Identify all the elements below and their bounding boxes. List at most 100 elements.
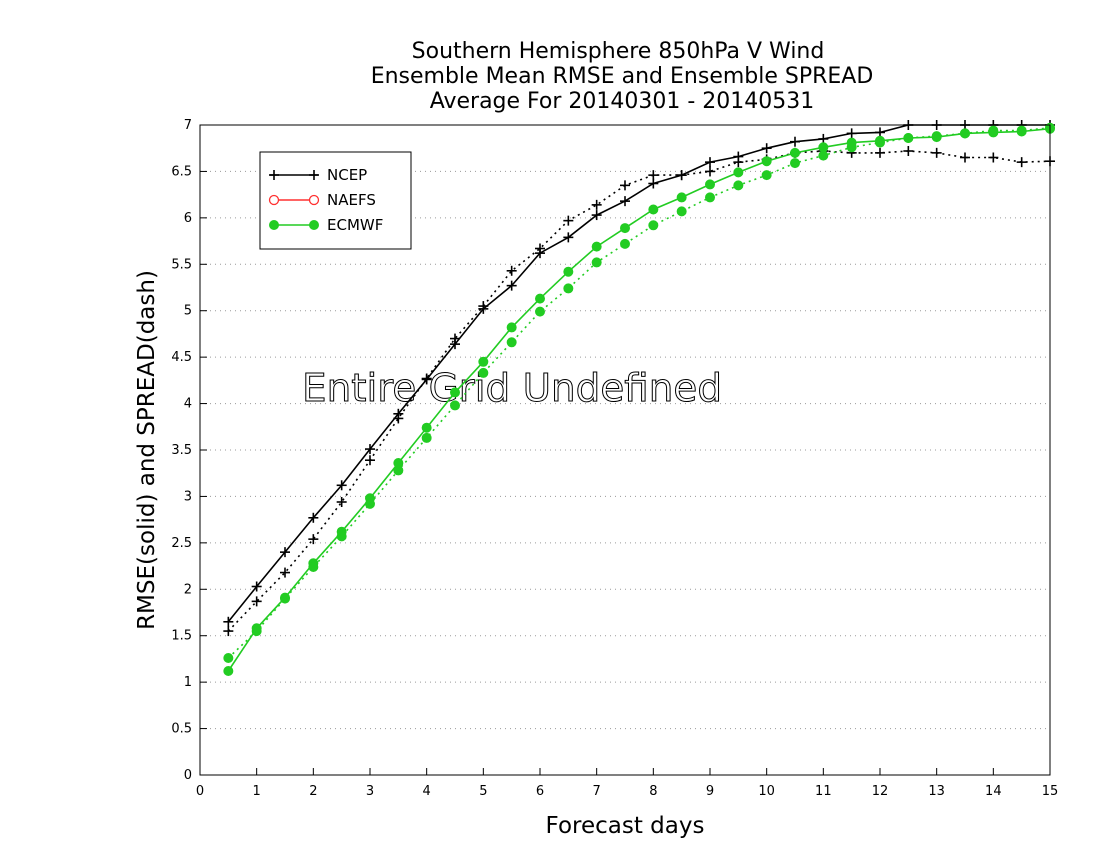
ecmwf-spread-point-9 [478,367,489,378]
y-tick-label-14: 7 [184,118,192,133]
ecmwf-rmse-point-21 [818,142,829,153]
ncep-spread-point-14 [620,180,630,191]
ecmwf-spread-point-6 [393,465,404,476]
x-tick-label-7: 7 [593,784,601,799]
ncep-spread-point-12 [563,215,574,226]
y-tick-label-4: 2 [184,582,192,597]
y-tick-label-7: 3.5 [171,443,192,458]
ecmwf-rmse-point-13 [591,241,602,252]
ncep-spread-point-5 [365,455,375,466]
legend-label-naefs: NAEFS [327,191,376,209]
ecmwf-rmse-point-9 [478,356,489,367]
x-tick-label-14: 14 [985,784,1002,799]
ncep-spread-point-9 [478,301,489,312]
ecmwf-rmse-point-8 [450,387,460,398]
x-tick-label-9: 9 [706,784,714,799]
ncep-rmse-point-21 [818,133,829,144]
ecmwf-spread-point-3 [308,562,319,572]
ncep-rmse-point-14 [620,196,630,207]
ncep-spread-point-0 [223,626,234,637]
ncep-spread-point-23 [875,147,885,158]
y-axis-ticks: 0 0.5 1 1.5 2 2.5 3 3.5 4 4.5 5 5.5 6 6.5 7 [171,118,207,783]
legend: NCEP NAEFS ECMWF [259,151,412,250]
ncep-rmse-point-10 [506,280,517,291]
gridlines [200,170,1050,730]
ecmwf-rmse-point-11 [535,293,545,304]
ecmwf-spread-point-17 [705,192,715,203]
ncep-spread-point-3 [308,534,319,545]
chart-title-line-2: Ensemble Mean RMSE and Ensemble SPREAD [371,64,874,89]
legend-marker-right-naefs [308,194,320,206]
x-tick-label-1: 1 [253,784,261,799]
ncep-rmse-point-17 [705,157,715,168]
ecmwf-spread-point-1 [251,626,262,637]
y-tick-label-11: 5.5 [171,257,192,272]
ncep-rmse-point-2 [280,547,290,558]
y-tick-label-9: 4.5 [171,350,192,365]
ecmwf-spread-point-12 [563,283,574,294]
ecmwf-spread-point-15 [648,220,659,231]
x-tick-label-6: 6 [536,784,544,799]
ecmwf-spread-point-26 [960,128,970,139]
ecmwf-rmse-point-17 [705,179,715,190]
ncep-rmse-point-19 [761,143,772,154]
y-axis-label: RMSE(solid) and SPREAD(dash) [134,270,160,630]
ncep-rmse-point-4 [336,480,347,491]
ecmwf-rmse-point-10 [506,322,517,333]
ncep-spread-point-8 [450,333,460,344]
ecmwf-rmse-point-18 [733,167,744,178]
x-tick-label-2: 2 [309,784,317,799]
y-tick-label-5: 2.5 [171,536,192,551]
ecmwf-spread-point-10 [506,337,517,348]
ncep-spread-point-26 [960,152,970,163]
x-tick-label-4: 4 [423,784,431,799]
legend-label-ncep: NCEP [327,166,367,184]
ncep-rmse-point-1 [251,581,262,592]
x-tick-label-15: 15 [1042,784,1059,799]
ecmwf-spread-point-25 [931,131,942,142]
y-tick-label-2: 1 [184,675,192,690]
series-ecmwf-spread [223,122,1055,663]
series-layer [223,120,1055,676]
x-tick-label-0: 0 [196,784,204,799]
legend-label-ecmwf: ECMWF [327,216,383,234]
ecmwf-spread-point-28 [1016,125,1027,136]
ncep-spread-point-7 [421,373,432,384]
chart-title-line-3: Average For 20140301 - 20140531 [430,89,815,114]
ecmwf-spread-point-13 [591,257,602,268]
x-tick-label-3: 3 [366,784,374,799]
ncep-spread-point-2 [280,567,290,578]
ncep-spread-point-15 [648,170,659,181]
chart-title-line-1: Southern Hemisphere 850hPa V Wind [412,39,825,64]
ecmwf-rmse-point-7 [421,422,432,433]
ncep-spread-point-1 [251,596,262,607]
y-tick-label-3: 1.5 [171,629,192,644]
ncep-spread-point-16 [676,170,687,181]
ncep-spread-point-11 [535,243,545,254]
ncep-spread-point-18 [733,157,744,168]
ncep-rmse-point-5 [365,444,375,455]
ncep-rmse-point-23 [875,127,885,138]
ecmwf-rmse-point-12 [563,266,574,277]
ncep-rmse-point-13 [591,210,602,221]
y-tick-label-13: 6.5 [171,164,192,179]
y-tick-label-8: 4 [184,397,192,412]
ncep-rmse-point-12 [563,232,574,243]
plot-frame [199,124,1051,776]
legend-marker-left-ncep [269,170,279,180]
y-tick-label-10: 5 [184,304,192,319]
legend-marker-left-ecmwf [269,220,279,230]
legend-marker-right-ncep [309,170,319,180]
x-tick-label-13: 13 [928,784,945,799]
ncep-spread-point-27 [988,152,999,163]
ecmwf-spread-point-0 [223,653,234,663]
x-axis-ticks: 0 1 2 3 4 5 6 7 8 9 10 11 12 13 14 15 [196,768,1058,799]
ncep-rmse-point-0 [223,616,234,627]
x-tick-label-10: 10 [758,784,775,799]
ncep-rmse-point-20 [790,136,800,147]
y-tick-label-1: 0.5 [171,722,192,737]
ncep-rmse-point-22 [846,128,857,139]
y-tick-label-0: 0 [184,768,192,783]
ncep-spread-point-13 [591,199,602,210]
